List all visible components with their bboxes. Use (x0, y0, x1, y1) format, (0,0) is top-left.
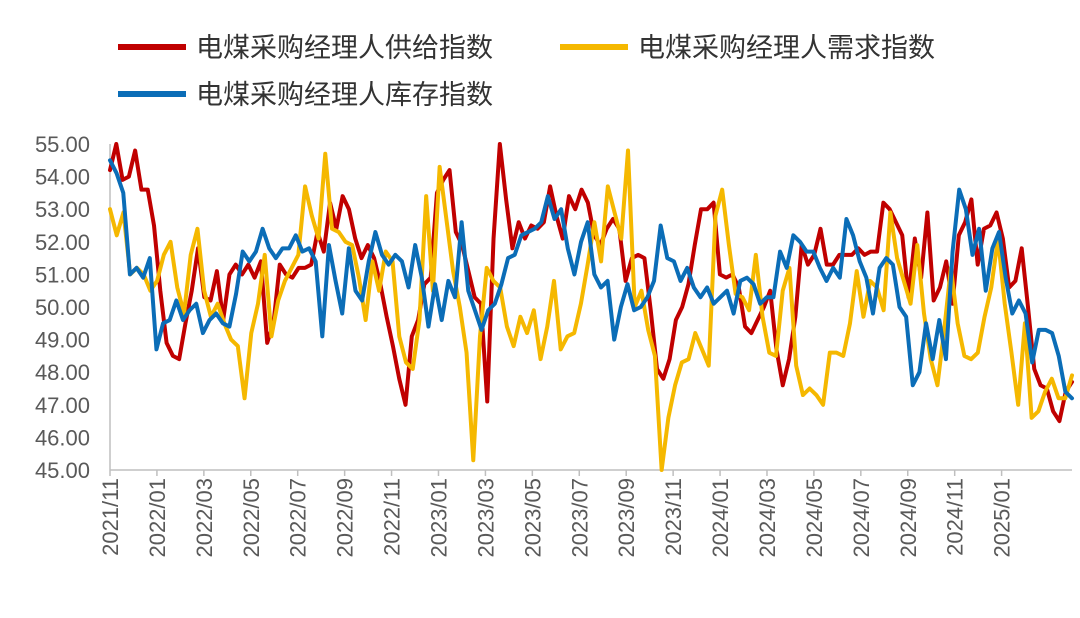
legend-label-supply: 电煤采购经理人供给指数 (196, 33, 493, 64)
y-tick-label: 48.00 (35, 360, 90, 385)
y-tick-label: 51.00 (35, 262, 90, 287)
y-tick-label: 52.00 (35, 230, 90, 255)
x-tick-label: 2022/03 (192, 478, 217, 558)
x-tick-label: 2022/07 (286, 478, 311, 558)
x-tick-label: 2024/01 (708, 478, 733, 558)
y-tick-label: 55.00 (35, 132, 90, 157)
x-tick-label: 2025/01 (990, 478, 1015, 558)
legend: 电煤采购经理人供给指数 电煤采购经理人需求指数 电煤采购经理人库存指数 (118, 33, 935, 111)
x-axis: 2021/11 2022/01 2022/03 2022/05 2022/07 2022/… (98, 469, 1072, 558)
x-tick-label: 2023/11 (661, 478, 686, 556)
x-tick-label: 2024/07 (849, 478, 874, 558)
x-tick-label: 2023/09 (614, 478, 639, 558)
series-line-demand (108, 148, 1074, 472)
x-tick-label: 2024/09 (896, 478, 921, 558)
series-layer (108, 142, 1074, 472)
y-tick-label: 47.00 (35, 393, 90, 418)
x-tick-label: 2023/01 (426, 478, 451, 558)
y-axis: 45.00 46.00 47.00 48.00 49.00 50.00 51.00 52.00… (35, 132, 111, 483)
y-tick-label: 50.00 (35, 295, 90, 320)
x-tick-label: 2022/05 (239, 478, 264, 558)
x-tick-label: 2023/05 (520, 478, 545, 558)
x-tick-label: 2024/11 (943, 478, 968, 556)
x-tick-label: 2021/11 (98, 478, 123, 556)
x-tick-label: 2022/09 (333, 478, 358, 558)
y-tick-label: 53.00 (35, 197, 90, 222)
x-tick-label: 2023/07 (567, 478, 592, 558)
y-tick-label: 46.00 (35, 425, 90, 450)
y-tick-label: 54.00 (35, 165, 90, 190)
x-tick-label: 2022/11 (380, 478, 405, 556)
x-tick-label: 2024/05 (802, 478, 827, 558)
legend-label-inventory: 电煤采购经理人库存指数 (196, 80, 493, 111)
x-tick-label: 2023/03 (473, 478, 498, 558)
series-line-inventory (108, 158, 1074, 401)
x-tick-label: 2024/03 (755, 478, 780, 558)
x-tick-label: 2022/01 (145, 478, 170, 558)
series-line-supply (108, 142, 1074, 424)
y-tick-label: 49.00 (35, 328, 90, 353)
y-tick-label: 45.00 (35, 458, 90, 483)
legend-label-demand: 电煤采购经理人需求指数 (638, 33, 935, 64)
